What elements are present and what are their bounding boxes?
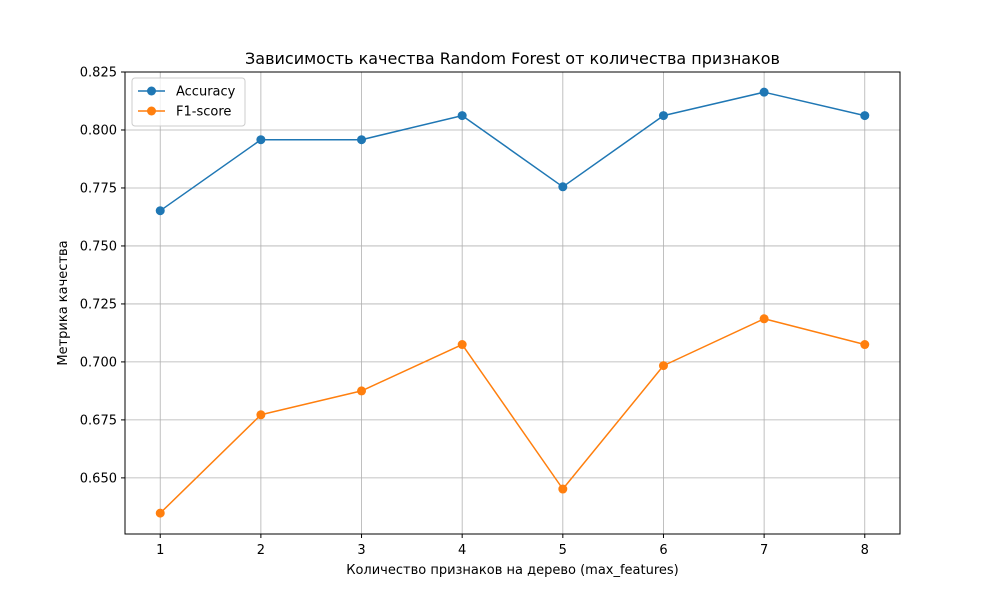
y-tick-label: 0.750 [80, 239, 117, 254]
series-line-accuracy [159, 91, 865, 212]
data-point-accuracy [860, 111, 870, 121]
series-layer [155, 87, 870, 518]
legend: Accuracy F1-score [131, 77, 246, 127]
data-point-f1 [457, 340, 467, 350]
data-point-f1 [155, 508, 165, 518]
data-point-accuracy [759, 87, 769, 97]
x-tick-label: 6 [659, 543, 667, 558]
y-tick-label: 0.775 [80, 181, 117, 196]
plot-frame [124, 71, 901, 535]
data-point-f1 [658, 361, 668, 371]
x-tick-label: 7 [760, 543, 768, 558]
chart-title: Зависимость качества Random Forest от ко… [245, 49, 780, 68]
data-point-accuracy [155, 206, 165, 216]
y-axis: 0.650 0.675 0.700 0.725 0.750 0.775 0.800 0.825 [80, 66, 125, 486]
data-point-f1 [256, 410, 266, 420]
grid [125, 71, 900, 534]
data-point-accuracy [256, 135, 266, 145]
x-tick-label: 2 [257, 543, 265, 558]
data-point-f1 [759, 314, 769, 324]
legend-marker-f1 [147, 106, 156, 116]
legend-label-f1: F1-score [176, 105, 231, 120]
data-point-accuracy [558, 182, 568, 192]
x-tick-label: 3 [357, 543, 365, 558]
data-point-f1 [357, 386, 367, 396]
y-tick-label: 0.650 [80, 471, 117, 486]
data-point-accuracy [357, 135, 367, 145]
x-tick-label: 4 [458, 543, 466, 558]
x-tick-label: 1 [156, 543, 164, 558]
data-point-f1 [558, 484, 568, 494]
data-point-f1 [860, 340, 870, 350]
legend-marker-accuracy [147, 86, 156, 96]
y-tick-label: 0.725 [80, 297, 117, 312]
x-tick-label: 5 [559, 543, 567, 558]
x-axis-title: Количество признаков на дерево (max_feat… [346, 563, 679, 578]
y-tick-label: 0.825 [80, 66, 117, 81]
data-point-accuracy [658, 111, 668, 121]
legend-frame [131, 77, 246, 127]
series-line-f1 [159, 318, 865, 514]
series-accuracy [155, 87, 870, 216]
y-axis-title: Метрика качества [56, 240, 71, 365]
y-tick-label: 0.700 [80, 355, 117, 370]
legend-label-accuracy: Accuracy [176, 85, 236, 100]
data-point-accuracy [457, 111, 467, 121]
x-tick-label: 8 [861, 543, 869, 558]
y-tick-label: 0.675 [80, 413, 117, 428]
x-axis: 1 2 3 4 5 6 7 8 [156, 534, 869, 558]
y-tick-label: 0.800 [80, 123, 117, 138]
series-f1 [155, 314, 870, 518]
